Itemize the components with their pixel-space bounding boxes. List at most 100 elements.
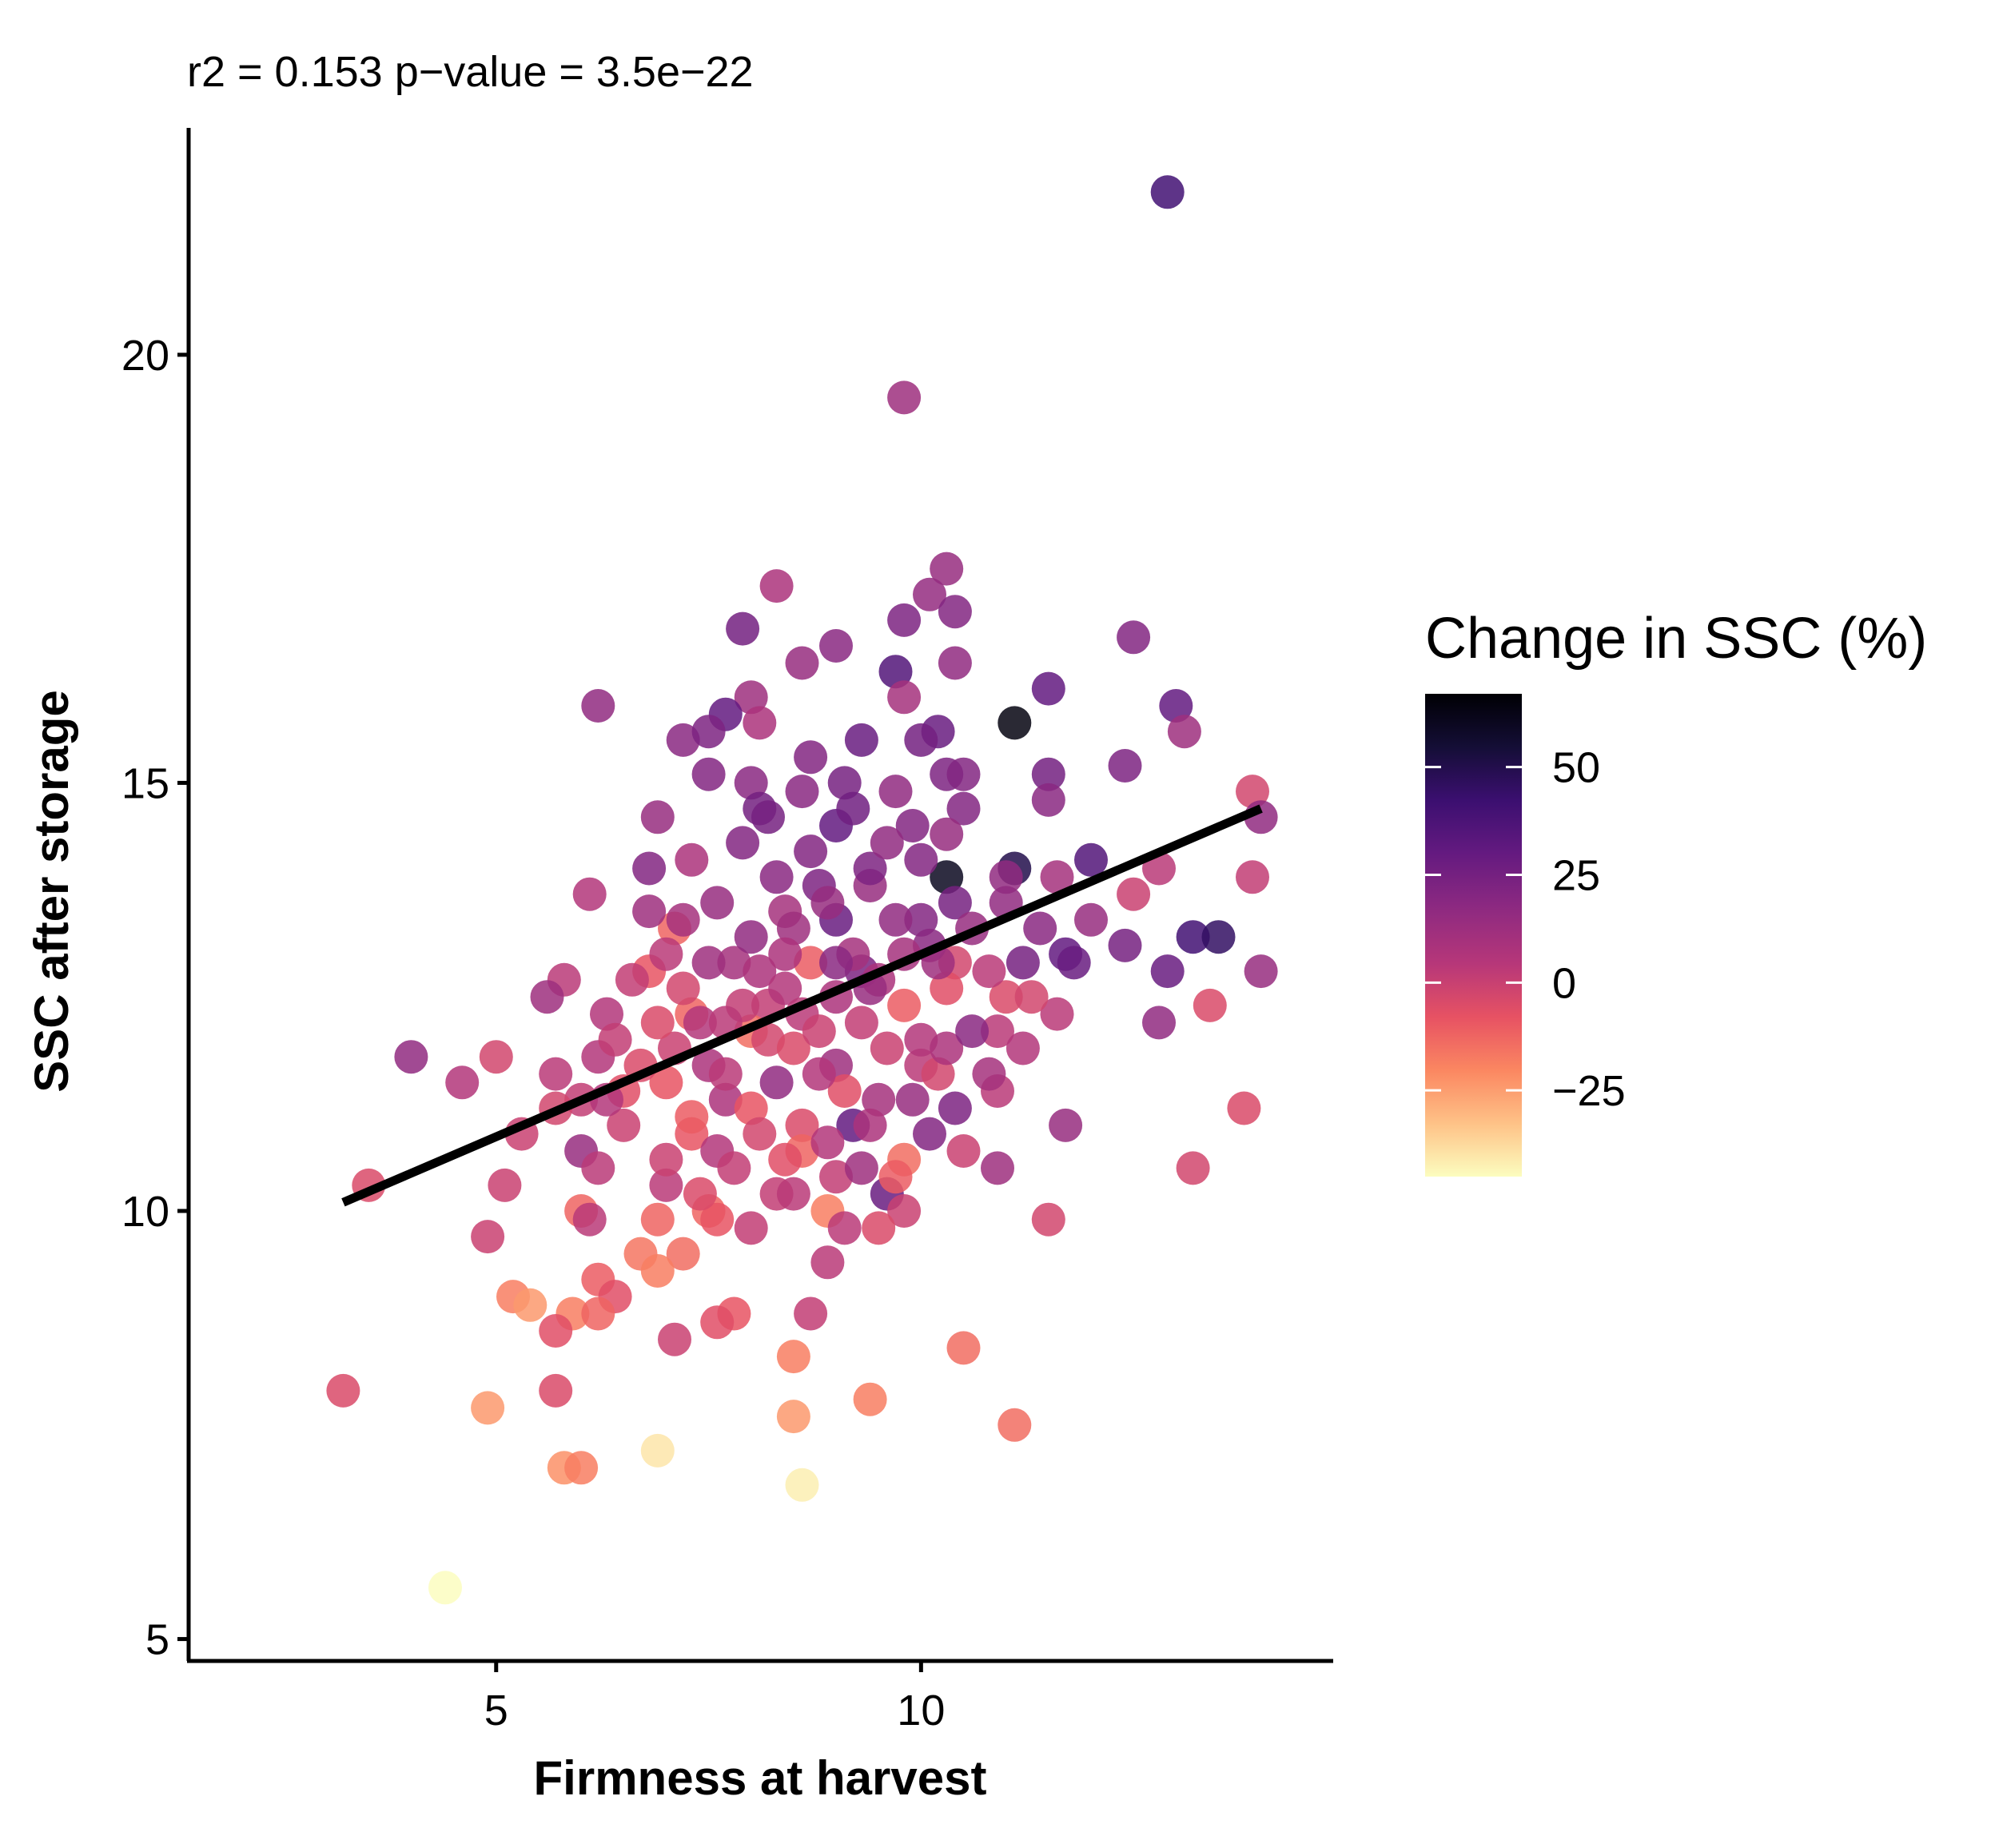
data-point: [1236, 860, 1269, 894]
data-point: [691, 757, 726, 791]
data-point: [853, 1382, 887, 1416]
legend-tick-label: 0: [1552, 959, 1576, 1007]
x-tick-label: 5: [484, 1687, 508, 1734]
data-point: [819, 946, 853, 980]
data-point: [1108, 749, 1142, 783]
data-point: [904, 902, 938, 937]
data-point: [1159, 689, 1193, 723]
data-point: [819, 1160, 853, 1194]
data-point: [810, 1125, 845, 1160]
data-point: [691, 946, 726, 980]
data-point: [853, 851, 887, 886]
data-point: [776, 1340, 810, 1374]
data-point: [794, 1296, 828, 1331]
data-point: [836, 791, 870, 826]
data-point: [751, 800, 785, 834]
data-point: [844, 1151, 878, 1185]
x-axis-title: Firmness at harvest: [534, 1751, 987, 1805]
data-point: [794, 946, 828, 980]
data-point: [751, 1022, 785, 1057]
data-point: [776, 1031, 810, 1065]
data-point: [640, 800, 675, 834]
regression-line: [341, 804, 1263, 1207]
data-point: [1057, 946, 1091, 980]
data-point: [768, 1142, 802, 1177]
data-point: [794, 740, 828, 775]
data-point: [827, 766, 862, 800]
data-point: [649, 937, 683, 971]
data-point: [572, 877, 607, 911]
data-point: [564, 1451, 599, 1485]
data-point: [785, 1468, 819, 1502]
data-point: [615, 962, 649, 997]
data-point: [1150, 954, 1185, 989]
data-point: [810, 886, 845, 920]
data-point: [887, 1194, 922, 1228]
data-point: [428, 1571, 462, 1605]
data-point: [802, 1057, 836, 1091]
points-layer: [326, 175, 1278, 1605]
data-point: [649, 1142, 683, 1177]
data-point: [938, 646, 972, 680]
data-point: [590, 997, 623, 1031]
data-point: [1049, 1108, 1083, 1142]
data-point: [862, 1082, 896, 1117]
data-point: [726, 611, 760, 646]
data-point: [666, 723, 700, 757]
data-point: [572, 1202, 607, 1237]
data-point: [708, 1082, 743, 1117]
data-point: [878, 1160, 913, 1194]
data-point: [946, 791, 981, 826]
data-point: [632, 894, 667, 929]
chart-subtitle: r2 = 0.153 p−value = 3.5e−22: [187, 48, 754, 96]
data-point: [921, 1057, 955, 1091]
data-point: [1031, 1202, 1065, 1237]
data-point: [394, 1040, 428, 1074]
data-point: [776, 1177, 810, 1211]
data-point: [887, 603, 922, 637]
data-point: [785, 646, 819, 680]
data-point: [930, 817, 964, 851]
data-point: [734, 1091, 768, 1125]
data-point: [666, 902, 700, 937]
data-point: [683, 1177, 717, 1211]
data-point: [1244, 954, 1278, 989]
data-point: [717, 946, 751, 980]
data-point: [649, 1065, 683, 1100]
data-point: [878, 902, 913, 937]
data-point: [768, 937, 802, 971]
data-point: [981, 1014, 1014, 1049]
data-point: [666, 971, 700, 1006]
data-point: [640, 1006, 675, 1040]
data-point: [776, 1400, 810, 1434]
data-point: [904, 1022, 938, 1057]
data-point: [1074, 842, 1108, 877]
data-point: [581, 1296, 615, 1331]
data-point: [913, 577, 946, 611]
data-point: [1201, 920, 1236, 954]
data-point: [785, 775, 819, 809]
data-point: [471, 1391, 505, 1425]
data-point: [981, 1151, 1014, 1185]
data-point: [785, 1108, 819, 1142]
data-point: [539, 1057, 573, 1091]
axes: [186, 128, 1333, 1663]
legend-tick-label: −25: [1552, 1067, 1626, 1115]
data-point: [539, 1314, 573, 1348]
data-point: [878, 655, 913, 689]
data-point: [326, 1373, 360, 1408]
data-point: [640, 1433, 675, 1468]
y-ticks: 5 10 15 20: [121, 332, 189, 1664]
data-point: [819, 629, 853, 663]
data-point: [581, 689, 615, 723]
data-point: [607, 1108, 641, 1142]
data-point: [913, 1117, 946, 1151]
data-point: [581, 1151, 615, 1185]
data-point: [1005, 1031, 1040, 1065]
data-point: [998, 706, 1032, 740]
data-point: [844, 1006, 878, 1040]
data-point: [887, 988, 922, 1022]
data-point: [870, 1031, 904, 1065]
data-point: [658, 1322, 691, 1356]
data-point: [930, 1031, 964, 1065]
